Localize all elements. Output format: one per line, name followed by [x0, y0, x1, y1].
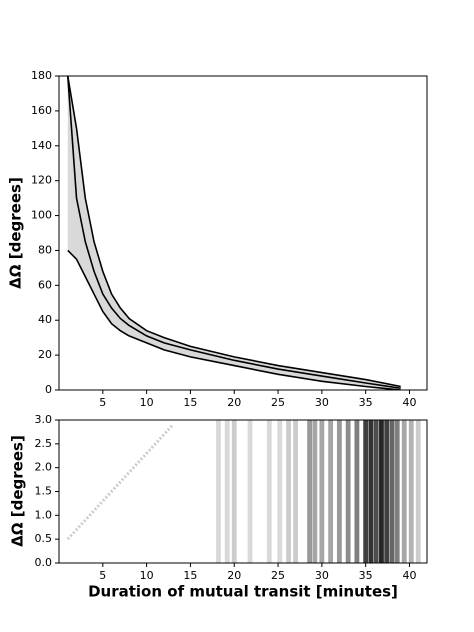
plot-frame [58, 419, 428, 564]
y-tick-label: 20 [38, 348, 52, 361]
x-tick-label: 15 [183, 396, 197, 409]
y-tick-label: 0.5 [35, 532, 53, 545]
y-tick-label: 3.0 [35, 413, 53, 426]
heatmap-column [401, 420, 407, 563]
heatmap-column [394, 420, 400, 563]
y-tick-label: 2.0 [35, 461, 53, 474]
heatmap-column [266, 420, 272, 563]
y-tick-label: 0 [45, 383, 52, 396]
heatmap-column [354, 420, 360, 563]
x-tick-label: 20 [227, 396, 241, 409]
heatmap-column [286, 420, 291, 563]
heatmap-column [379, 420, 384, 563]
heatmap-column [389, 420, 395, 563]
contour-line [66, 76, 401, 390]
x-tick-label: 40 [402, 396, 416, 409]
x-tick-label: 25 [271, 569, 285, 582]
y-tick-label: 80 [38, 243, 52, 256]
plot-frame [58, 75, 428, 391]
x-tick-label: 10 [140, 569, 154, 582]
heatmap-column [293, 420, 298, 563]
contour-line [67, 249, 401, 390]
y-tick-label: 140 [31, 139, 52, 152]
y-tick-label: 100 [31, 209, 52, 222]
y-tick-label: 120 [31, 174, 52, 187]
y-tick-label: 2.5 [35, 437, 53, 450]
heatmap-column [307, 420, 312, 563]
heatmap-column [345, 420, 351, 563]
heatmap-column [328, 420, 334, 563]
heatmap-column [408, 420, 414, 563]
heatmap-column [363, 420, 369, 563]
x-tick-label: 5 [99, 569, 106, 582]
x-axis-label: Duration of mutual transit [minutes] [88, 583, 398, 601]
heatmap-column [224, 420, 230, 563]
heatmap-column [231, 420, 237, 563]
heatmap-column [415, 420, 421, 563]
y-tick-label: 60 [38, 278, 52, 291]
x-tick-label: 20 [227, 569, 241, 582]
y-axis-label: ΔΩ [degrees] [9, 435, 27, 547]
x-tick-label: 25 [271, 396, 285, 409]
heatmap-column [368, 420, 374, 563]
heatmap-column [384, 420, 390, 563]
x-tick-label: 30 [315, 569, 329, 582]
contour-line [66, 76, 401, 388]
x-tick-label: 40 [402, 569, 416, 582]
y-tick-label: 1.5 [35, 485, 53, 498]
contour-band [67, 76, 401, 390]
x-tick-label: 15 [183, 569, 197, 582]
y-tick-label: 40 [38, 313, 52, 326]
heatmap-column [277, 420, 283, 563]
heatmap-column [319, 420, 325, 563]
y-axis-label: ΔΩ [degrees] [7, 177, 25, 289]
y-tick-label: 1.0 [35, 508, 53, 521]
heatmap-column [373, 420, 379, 563]
heatmap-column [312, 420, 318, 563]
heatmap-column [336, 420, 342, 563]
heatmap-column [216, 420, 221, 563]
x-tick-label: 35 [359, 396, 373, 409]
x-tick-label: 10 [140, 396, 154, 409]
heatmap-column [247, 420, 253, 563]
y-tick-label: 160 [31, 104, 52, 117]
x-tick-label: 30 [315, 396, 329, 409]
x-tick-label: 5 [99, 396, 106, 409]
x-tick-label: 35 [359, 569, 373, 582]
trend-line [66, 423, 175, 541]
y-tick-label: 0.0 [35, 556, 53, 569]
y-tick-label: 180 [31, 69, 52, 82]
